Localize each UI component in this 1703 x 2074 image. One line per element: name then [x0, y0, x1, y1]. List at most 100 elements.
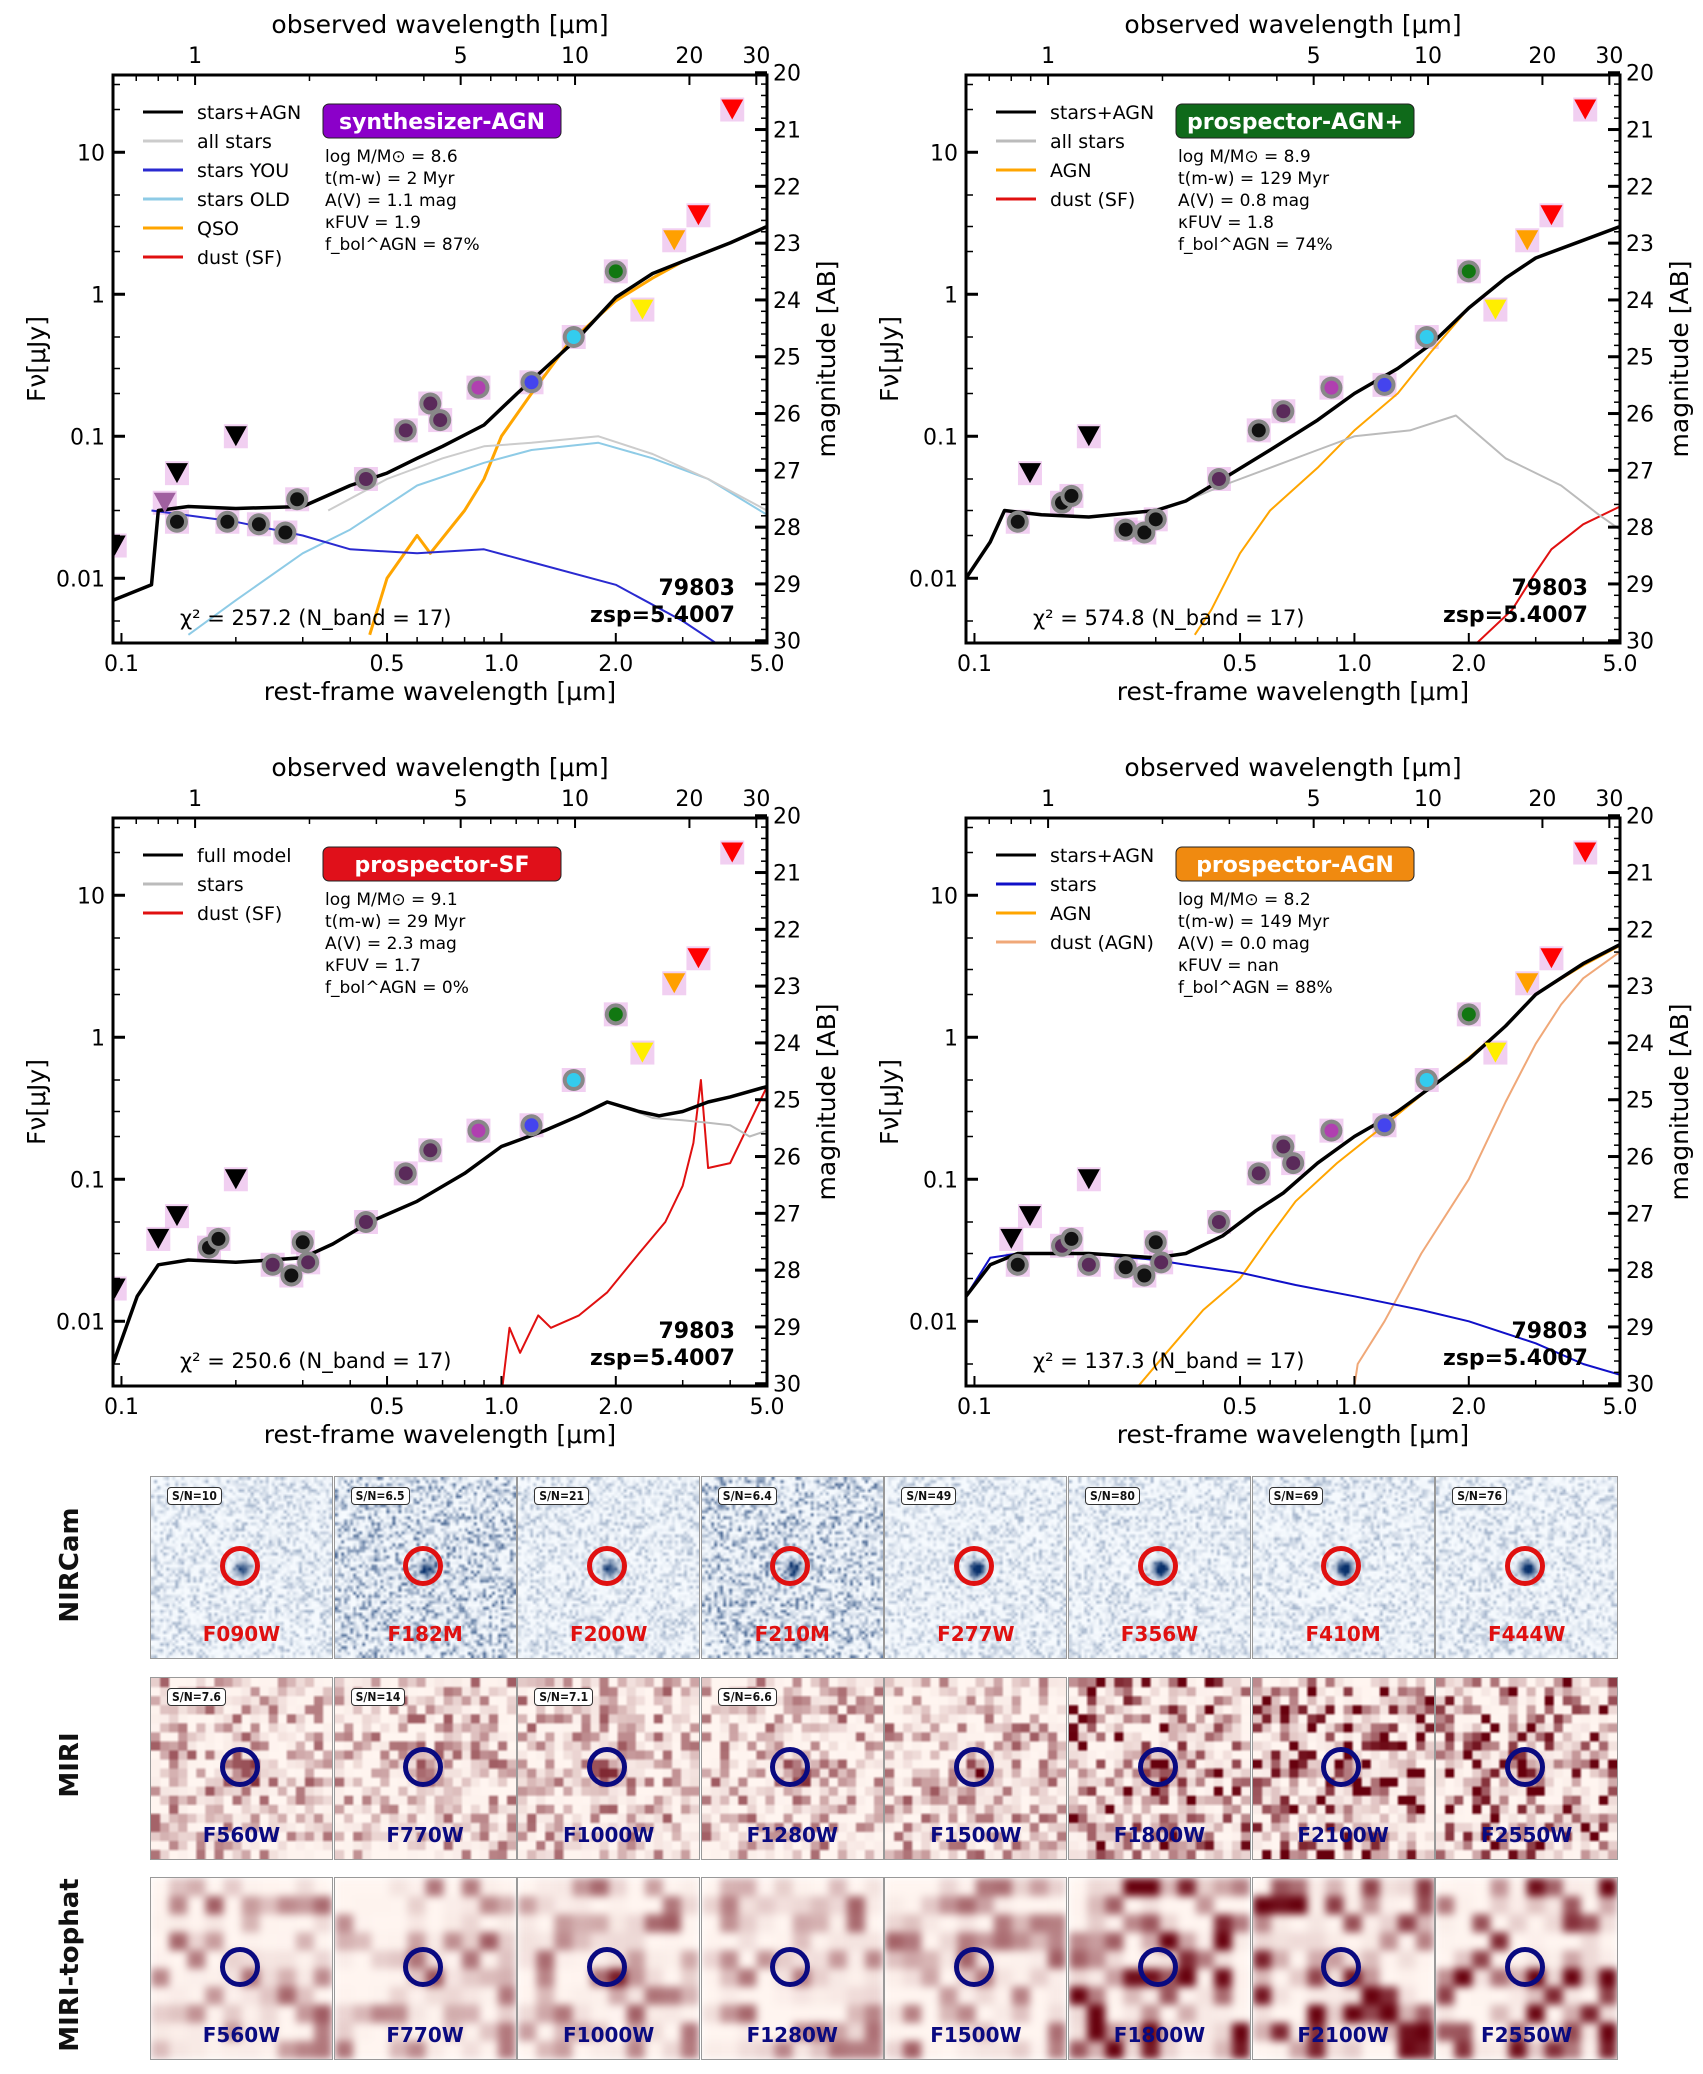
chi2-label: χ² = 257.2 (N_band = 17): [180, 606, 451, 631]
source-id: 79803: [1511, 1319, 1588, 1344]
cutout-miri-tophat-f560w: F560W: [150, 1877, 333, 2060]
bottom-axis-label: rest-frame wavelength [μm]: [1117, 677, 1469, 706]
axes-frame: [111, 73, 769, 645]
series-line-full-model: [113, 1084, 767, 1365]
fit-parameter: log M/M⊙ = 8.2: [1178, 890, 1311, 910]
photometry-point: [1137, 525, 1152, 540]
x-tick-label: 0.5: [1223, 652, 1258, 677]
sed-panel-prospector-sf: 0.1 0.5 1.0 2.0 5.01 5 10 20 301010.10.012021222…: [22, 753, 841, 1449]
photometry-point: [1148, 1235, 1163, 1250]
aperture-circle: [770, 1946, 811, 1987]
y-tick-label: 0.1: [923, 1168, 958, 1193]
y2-tick-label: 30: [1626, 630, 1654, 655]
upper-limit-marker: [1000, 1228, 1023, 1249]
y2-tick-label: 27: [1626, 459, 1654, 484]
y2-tick-label: 29: [773, 573, 801, 598]
top-axis-label: observed wavelength [μm]: [1124, 753, 1461, 782]
fit-parameter: κFUV = nan: [1178, 956, 1279, 976]
aperture-circle: [403, 1545, 444, 1586]
y2-tick-label: 23: [1626, 232, 1654, 257]
y-tick-label: 1: [91, 283, 105, 308]
upper-limit-marker: [1574, 99, 1597, 120]
bottom-axis-label: rest-frame wavelength [μm]: [264, 1420, 616, 1449]
plot-area: [113, 840, 767, 1386]
y2-tick-label: 27: [773, 459, 801, 484]
y2-tick-label: 29: [1626, 1316, 1654, 1341]
filter-band-label: F2100W: [1297, 1823, 1389, 1847]
photometry-point: [1211, 1215, 1226, 1230]
cutout-miri-f770w: S/N=14 F770W: [333, 1677, 517, 1860]
snr-badge: S/N=7.6: [167, 1688, 226, 1706]
cutout-nircam-f410m: S/N=69 F410M: [1251, 1476, 1435, 1659]
snr-badge: S/N=6.4: [717, 1487, 777, 1505]
fit-parameter: log M/M⊙ = 8.9: [1178, 147, 1311, 167]
y-tick-label: 0.01: [909, 567, 958, 592]
upper-limit-marker: [631, 1042, 654, 1063]
filter-band-label: F560W: [202, 1823, 281, 1847]
snr-badge: S/N=6.5: [350, 1487, 410, 1505]
x-tick-label: 2.0: [1451, 1395, 1486, 1420]
filter-band-label: F410M: [1305, 1622, 1381, 1646]
aperture-circle: [586, 1946, 627, 1987]
fit-parameter: f_bol^AGN = 87%: [325, 235, 480, 255]
x-tick-label: 5.0: [1603, 652, 1638, 677]
photometry-point: [1211, 472, 1226, 487]
aperture-circle: [1504, 1946, 1545, 1987]
aperture-circle: [403, 1746, 444, 1787]
legend-label: stars: [197, 874, 244, 896]
model-name-label: prospector-SF: [354, 853, 529, 878]
redshift-label: zsp=5.4007: [590, 603, 735, 628]
photometry-point: [1148, 512, 1163, 527]
legend-label: dust (SF): [1050, 189, 1135, 211]
photometry-point: [1276, 1139, 1291, 1154]
photometry-point: [358, 1215, 373, 1230]
x-top-tick-label: 20: [675, 787, 703, 812]
x-top-tick-label: 5: [1307, 44, 1321, 69]
fit-parameter: log M/M⊙ = 8.6: [325, 147, 458, 167]
model-name-badge: [322, 103, 562, 139]
model-name-badge: [322, 846, 562, 882]
sed-panel-synthesizer-agn: 0.1 0.5 1.0 2.0 5.01 5 10 20 301010.10.012021222…: [22, 10, 841, 706]
upper-limit-marker: [1077, 426, 1100, 447]
cutout-miri-f1500w: F1500W: [884, 1677, 1068, 1860]
x-tick-label: 0.5: [1223, 1395, 1258, 1420]
photometry-point: [290, 492, 305, 507]
cutout-grid: NIRCam MIRI MIRI-tophat S/N=10 F090W S/N=6…: [0, 1440, 1703, 2074]
y-tick-label: 0.01: [56, 567, 105, 592]
upper-limit-marker: [1484, 299, 1507, 320]
right-axis-label: magnitude [AB]: [1665, 261, 1694, 458]
fit-parameter: A(V) = 2.3 mag: [325, 934, 457, 954]
cutout-miri-tophat-f2550w: F2550W: [1435, 1877, 1619, 2060]
filter-band-label: F444W: [1487, 1622, 1566, 1646]
fit-parameter: A(V) = 0.0 mag: [1178, 934, 1310, 954]
aperture-circle: [1504, 1545, 1545, 1586]
y2-tick-label: 25: [773, 1089, 801, 1114]
y-tick-label: 10: [930, 884, 958, 909]
upper-limit-marker: [1077, 1169, 1100, 1190]
axes-frame: [111, 816, 769, 1388]
upper-limit-marker: [631, 299, 654, 320]
photometry-point: [1154, 1255, 1169, 1270]
left-axis-label: Fν[μJy]: [22, 1059, 51, 1145]
series-line-dust-agn-: [1353, 950, 1620, 1386]
cutout-miri-f1280w: S/N=6.6 F1280W: [700, 1677, 884, 1860]
axes-frame: [964, 816, 1622, 1388]
sed-panel-prospector-agn-plus: 0.1 0.5 1.0 2.0 5.01 5 10 20 301010.10.012021222…: [875, 10, 1694, 706]
aperture-circle: [219, 1545, 260, 1586]
cutout-miri-f1000w: S/N=7.1 F1000W: [517, 1677, 701, 1860]
series-line-dust-sf-: [501, 1079, 767, 1386]
y-tick-label: 1: [91, 1026, 105, 1051]
y2-tick-label: 30: [773, 630, 801, 655]
photometry-point: [1118, 1260, 1133, 1275]
fit-parameter: f_bol^AGN = 0%: [325, 978, 469, 998]
y-tick-label: 1: [944, 1026, 958, 1051]
y2-tick-label: 26: [1626, 1146, 1654, 1171]
top-axis-label: observed wavelength [μm]: [271, 753, 608, 782]
y2-tick-label: 22: [1626, 175, 1654, 200]
sed-panel-prospector-agn: 0.1 0.5 1.0 2.0 5.01 5 10 20 301010.10.012021222…: [875, 753, 1694, 1449]
upper-limit-marker: [1516, 230, 1539, 251]
photometry-point: [1377, 1118, 1392, 1133]
y2-tick-label: 27: [773, 1202, 801, 1227]
legend-label: QSO: [197, 218, 239, 240]
filter-band-label: F770W: [386, 1823, 464, 1847]
